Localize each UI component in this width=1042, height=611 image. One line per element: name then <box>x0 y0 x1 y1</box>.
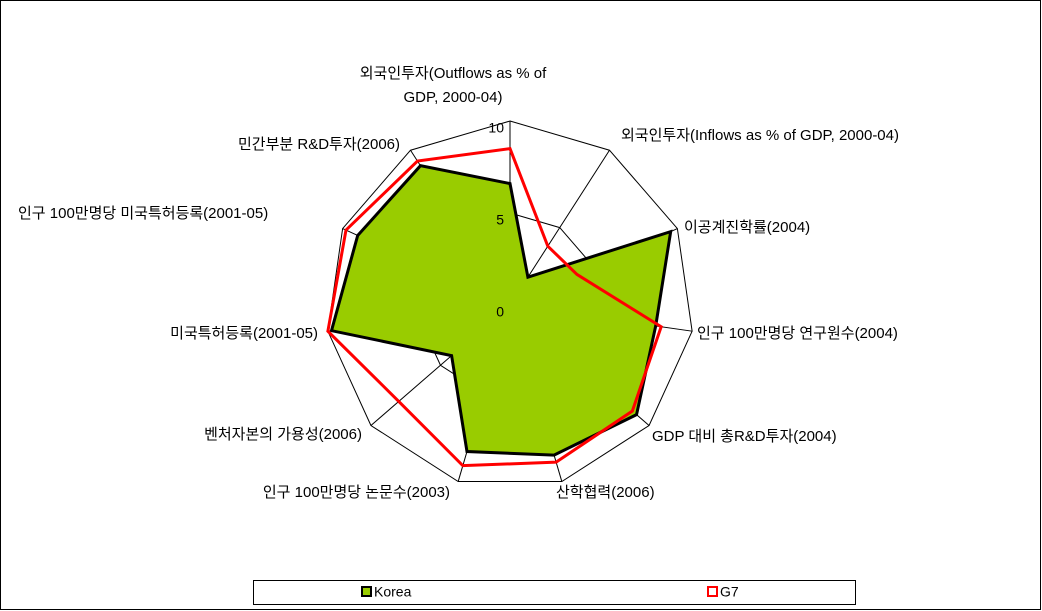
axis-label: 산학협력(2006) <box>556 484 655 501</box>
series-area <box>329 164 673 457</box>
axis-label: 외국인투자(Outflows as % of GDP, 2000-04) <box>359 65 547 106</box>
axis-label: 인구 100만명당 미국특허등록(2001-05) <box>18 205 269 222</box>
axis-label: 벤처자본의 가용성(2006) <box>204 426 362 443</box>
legend-box <box>253 580 856 605</box>
tick-label: 10 <box>488 120 504 136</box>
series-area <box>326 146 663 468</box>
axis-label: 인구 100만명당 연구원수(2004) <box>697 325 898 342</box>
axis-label: 인구 100만명당 논문수(2003) <box>262 484 450 501</box>
tick-label: 0 <box>496 304 504 320</box>
legend-swatch <box>707 586 718 597</box>
axis-label: 미국특허등록(2001-05) <box>170 325 318 342</box>
axis-label: 외국인투자(Inflows as % of GDP, 2000-04) <box>621 127 899 144</box>
legend-label: Korea <box>374 584 412 600</box>
grid-ring <box>327 120 693 483</box>
axis-label: 이공계진학률(2004) <box>684 219 811 236</box>
tick-label: 5 <box>496 212 504 228</box>
axis-label: 민간부분 R&D투자(2006) <box>238 136 400 153</box>
legend-label: G7 <box>720 584 739 600</box>
axis-label: GDP 대비 총R&D투자(2004) <box>652 428 837 445</box>
legend-swatch <box>361 586 372 597</box>
